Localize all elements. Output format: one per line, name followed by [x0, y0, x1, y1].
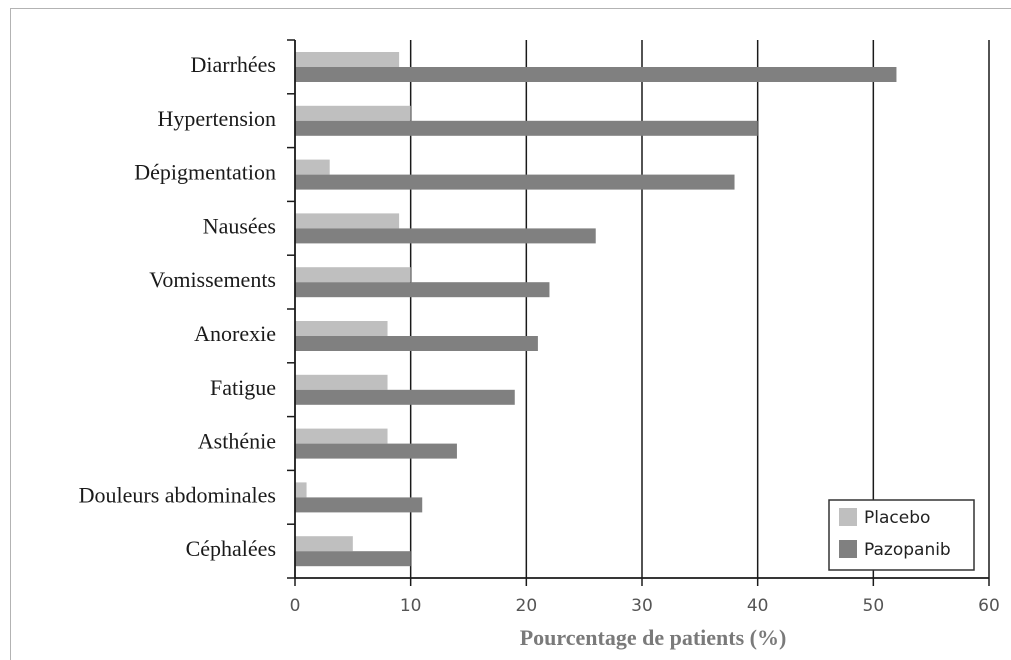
category-label-1: Hypertension: [157, 106, 276, 131]
x-tick-label-0: 0: [290, 596, 301, 616]
category-label-4: Vomissements: [149, 267, 276, 292]
category-label-6: Fatigue: [210, 375, 276, 400]
bar-pazopanib-8: [295, 497, 423, 513]
category-label-5: Anorexie: [194, 321, 276, 346]
bar-placebo-3: [295, 213, 400, 229]
bar-placebo-8: [295, 482, 307, 498]
x-axis-title: Pourcentage de patients (%): [520, 625, 787, 650]
category-label-7: Asthénie: [198, 429, 276, 454]
category-labels: Diarrhées Hypertension Dépigmentation Nausé…: [79, 52, 276, 561]
x-tick-label-40: 40: [747, 596, 769, 616]
gridlines: [409, 40, 990, 578]
x-tick-label-50: 50: [863, 596, 885, 616]
bar-pazopanib-9: [295, 551, 411, 567]
bar-pazopanib-0: [295, 67, 897, 82]
bar-placebo-0: [295, 52, 400, 67]
bars: [295, 52, 897, 567]
legend-swatch-placebo: [839, 508, 857, 526]
legend-label-pazopanib: Pazopanib: [864, 540, 951, 560]
bar-pazopanib-1: [295, 120, 758, 136]
bar-pazopanib-6: [295, 389, 515, 405]
x-tick-label-10: 10: [400, 596, 422, 616]
x-tick-label-20: 20: [516, 596, 538, 616]
category-label-8: Douleurs abdominales: [79, 482, 276, 507]
bar-placebo-9: [295, 536, 353, 552]
frame-left-border: [10, 8, 11, 660]
bar-placebo-7: [295, 428, 388, 444]
bar-placebo-5: [295, 321, 388, 336]
legend-swatch-pazopanib: [839, 540, 857, 558]
bar-pazopanib-7: [295, 443, 457, 459]
bar-placebo-1: [295, 105, 411, 121]
category-label-9: Céphalées: [186, 536, 276, 561]
x-tick-labels: 0 10 20 30 40 50 60: [290, 596, 1000, 616]
category-label-3: Nausées: [203, 213, 276, 238]
axes: [287, 39, 990, 586]
bar-placebo-2: [295, 159, 330, 175]
bar-placebo-6: [295, 374, 388, 390]
bar-placebo-4: [295, 267, 411, 283]
x-tick-label-30: 30: [631, 596, 653, 616]
category-label-0: Diarrhées: [190, 52, 276, 77]
bar-pazopanib-5: [295, 336, 538, 351]
category-label-2: Dépigmentation: [134, 160, 276, 185]
bar-pazopanib-3: [295, 228, 596, 244]
frame-top-border: [10, 8, 1011, 9]
bar-pazopanib-4: [295, 282, 550, 298]
bar-pazopanib-2: [295, 174, 735, 190]
legend: Placebo Pazopanib: [828, 499, 975, 571]
legend-label-placebo: Placebo: [864, 508, 930, 528]
x-tick-label-60: 60: [978, 596, 1000, 616]
